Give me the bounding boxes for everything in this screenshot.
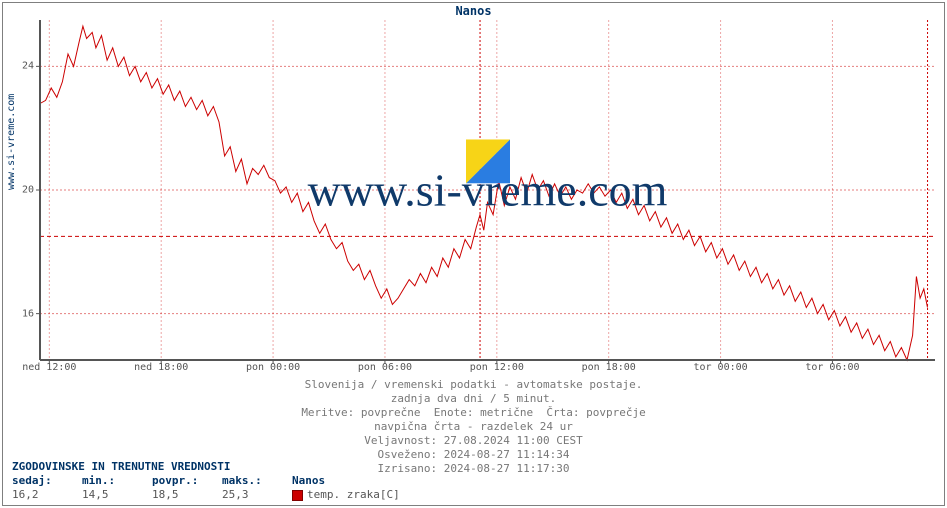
x-tick-label: ned 12:00 <box>22 362 76 373</box>
stats-series-name: Nanos <box>292 474 362 488</box>
stats-value: 14,5 <box>82 488 152 502</box>
meta-line: Veljavnost: 27.08.2024 11:00 CEST <box>0 434 947 448</box>
y-tick-label: 20 <box>0 185 34 196</box>
x-tick-label: ned 18:00 <box>134 362 188 373</box>
y-tick-label: 16 <box>0 308 34 319</box>
stats-headers-row: sedaj: min.: povpr.: maks.: Nanos <box>12 474 400 488</box>
stats-values-row: 16,2 14,5 18,5 25,3 temp. zraka[C] <box>12 488 400 502</box>
y-axis-labels: 16 20 24 <box>0 20 38 360</box>
stats-header: povpr.: <box>152 474 222 488</box>
x-tick-label: pon 06:00 <box>358 362 412 373</box>
x-tick-label: pon 00:00 <box>246 362 300 373</box>
chart-svg <box>40 20 935 360</box>
x-tick-label: pon 12:00 <box>470 362 524 373</box>
stats-header: min.: <box>82 474 152 488</box>
x-tick-label: tor 06:00 <box>805 362 859 373</box>
legend-item: temp. zraka[C] <box>292 488 400 502</box>
meta-line: Meritve: povprečne Enote: metrične Črta:… <box>0 406 947 420</box>
chart-plot: www.si-vreme.com <box>40 20 935 360</box>
meta-line: navpična črta - razdelek 24 ur <box>0 420 947 434</box>
meta-line: Slovenija / vremenski podatki - avtomats… <box>0 378 947 392</box>
stats-header: maks.: <box>222 474 292 488</box>
stats-block: ZGODOVINSKE IN TRENUTNE VREDNOSTI sedaj:… <box>12 460 400 502</box>
x-tick-label: tor 00:00 <box>693 362 747 373</box>
legend-color-box <box>292 490 303 501</box>
legend-text: temp. zraka[C] <box>307 488 400 501</box>
meta-line: zadnja dva dni / 5 minut. <box>0 392 947 406</box>
stats-value: 18,5 <box>152 488 222 502</box>
y-tick-label: 24 <box>0 61 34 72</box>
chart-title: Nanos <box>0 4 947 18</box>
x-tick-label: pon 18:00 <box>582 362 636 373</box>
stats-title: ZGODOVINSKE IN TRENUTNE VREDNOSTI <box>12 460 400 474</box>
stats-value: 25,3 <box>222 488 292 502</box>
stats-value: 16,2 <box>12 488 82 502</box>
x-axis-labels: ned 12:00ned 18:00pon 00:00pon 06:00pon … <box>40 362 935 376</box>
stats-header: sedaj: <box>12 474 82 488</box>
